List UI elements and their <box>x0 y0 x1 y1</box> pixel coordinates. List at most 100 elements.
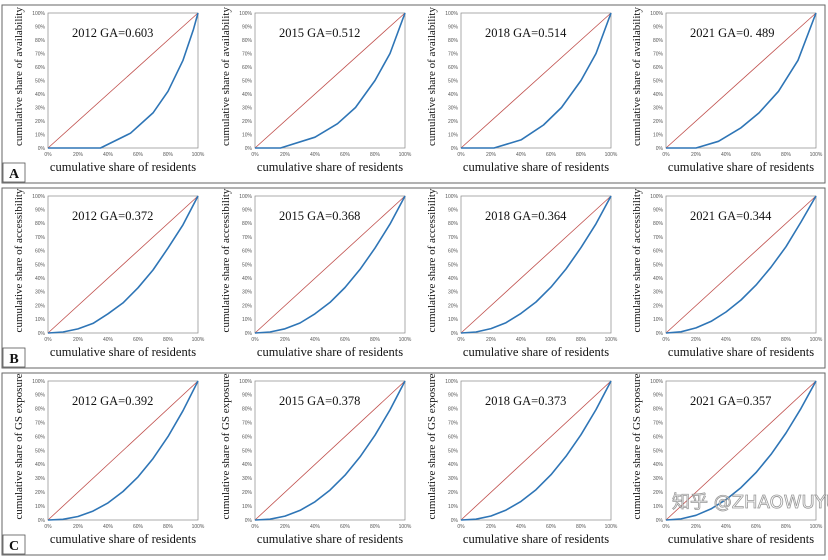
y-axis-label: cumulative share of accessibility <box>13 188 25 332</box>
panel-title: 2012 GA=0.372 <box>72 209 153 223</box>
y-tick-label: 40% <box>242 92 253 98</box>
y-tick-label: 100% <box>650 194 663 200</box>
x-tick-label: 40% <box>310 152 321 158</box>
panel-title: 2018 GA=0.364 <box>485 209 567 223</box>
x-tick-label: 0% <box>251 337 259 343</box>
x-tick-label: 20% <box>486 152 497 158</box>
x-tick-label: 80% <box>576 524 587 530</box>
y-tick-label: 60% <box>448 434 459 440</box>
x-tick-label: 80% <box>576 337 587 343</box>
y-tick-label: 40% <box>448 462 459 468</box>
y-tick-label: 40% <box>35 92 46 98</box>
x-tick-label: 80% <box>370 337 381 343</box>
y-tick-label: 30% <box>242 290 253 296</box>
x-tick-label: 60% <box>133 152 144 158</box>
y-tick-label: 90% <box>242 393 253 399</box>
x-tick-label: 60% <box>546 337 557 343</box>
y-tick-label: 10% <box>242 132 253 138</box>
x-tick-label: 60% <box>133 337 144 343</box>
panel-availability-2: 0% 10% 20% 30% 40% 50% 60% 70% 80% 90% 100% 0% 20% 40… <box>220 7 412 174</box>
y-tick-label: 10% <box>448 504 459 510</box>
x-tick-label: 40% <box>721 152 732 158</box>
y-tick-label: 100% <box>32 379 45 385</box>
x-tick-label: 40% <box>310 337 321 343</box>
y-tick-label: 0% <box>38 146 46 152</box>
x-axis-label: cumulative share of residents <box>668 160 814 174</box>
x-tick-label: 80% <box>576 152 587 158</box>
y-tick-label: 100% <box>32 11 45 17</box>
lorenz-curve-line <box>666 12 817 149</box>
y-tick-label: 30% <box>653 105 664 111</box>
x-tick-label: 100% <box>399 524 412 530</box>
y-tick-label: 40% <box>653 276 664 282</box>
x-tick-label: 20% <box>691 152 702 158</box>
panel-availability-1: 0% 10% 20% 30% 40% 50% 60% 70% 80% 90% 100% 0% 20% 40… <box>13 7 205 174</box>
y-tick-label: 70% <box>242 51 253 57</box>
equality-line <box>254 195 406 334</box>
lorenz-curve-line <box>254 380 406 521</box>
y-tick-label: 80% <box>242 221 253 227</box>
x-axis-label: cumulative share of residents <box>463 160 609 174</box>
lorenz-curve-line <box>460 380 612 521</box>
panel-accessibility-3: 0% 10% 20% 30% 40% 50% 60% 70% 80% 90% 100% 0% 20% 40… <box>426 188 618 359</box>
x-tick-label: 40% <box>721 337 732 343</box>
row-frame-c <box>1 372 826 556</box>
y-axis-label: cumulative share of GS exposure <box>426 373 438 519</box>
y-tick-label: 80% <box>448 407 459 413</box>
equality-line <box>460 195 612 334</box>
panel-accessibility-1: 0% 10% 20% 30% 40% 50% 60% 70% 80% 90% 100% 0% 20% 40… <box>13 188 205 359</box>
y-tick-label: 10% <box>242 504 253 510</box>
y-axis-label: cumulative share of availability <box>13 7 25 146</box>
y-tick-label: 60% <box>35 65 46 71</box>
equality-line <box>665 12 817 149</box>
equality-line <box>460 12 612 149</box>
equality-line <box>254 380 406 521</box>
panel-gs-exposure-2: 0% 10% 20% 30% 40% 50% 60% 70% 80% 90% 100% 0% 20% 40… <box>220 373 412 546</box>
y-tick-label: 10% <box>35 504 46 510</box>
x-tick-label: 20% <box>691 337 702 343</box>
y-tick-label: 30% <box>35 290 46 296</box>
y-tick-label: 60% <box>653 434 664 440</box>
y-tick-label: 100% <box>445 194 458 200</box>
y-tick-label: 90% <box>242 24 253 30</box>
y-tick-label: 60% <box>35 434 46 440</box>
y-tick-label: 20% <box>653 303 664 309</box>
y-tick-label: 90% <box>35 208 46 214</box>
x-tick-label: 40% <box>310 524 321 530</box>
x-tick-label: 20% <box>73 152 84 158</box>
x-axis-label: cumulative share of residents <box>257 532 403 546</box>
panel-availability-4: 0% 10% 20% 30% 40% 50% 60% 70% 80% 90% 100% 0% 20% 40… <box>631 7 823 174</box>
panel-title: 2012 GA=0.392 <box>72 394 153 408</box>
y-axis-label: cumulative share of accessibility <box>220 188 232 332</box>
x-tick-label: 100% <box>399 152 412 158</box>
x-tick-label: 0% <box>44 337 52 343</box>
y-tick-label: 20% <box>448 490 459 496</box>
y-tick-label: 50% <box>448 78 459 84</box>
equality-line <box>47 195 199 334</box>
y-tick-label: 80% <box>35 407 46 413</box>
x-tick-label: 80% <box>163 524 174 530</box>
x-tick-label: 60% <box>340 152 351 158</box>
y-tick-label: 70% <box>35 421 46 427</box>
y-axis-label: cumulative share of GS exposure <box>220 373 232 519</box>
y-tick-label: 80% <box>653 38 664 44</box>
y-tick-label: 50% <box>242 262 253 268</box>
panel-title: 2021 GA=0.344 <box>690 209 772 223</box>
y-tick-label: 70% <box>653 421 664 427</box>
x-tick-label: 80% <box>163 152 174 158</box>
y-tick-label: 100% <box>445 11 458 17</box>
y-tick-label: 20% <box>35 119 46 125</box>
panel-accessibility-4: 0% 10% 20% 30% 40% 50% 60% 70% 80% 90% 100% 0% 20% 40… <box>631 188 823 359</box>
y-axis-label: cumulative share of accessibility <box>426 188 438 332</box>
y-axis-label: cumulative share of availability <box>426 7 438 146</box>
row-label-box <box>2 534 26 555</box>
y-tick-label: 30% <box>242 105 253 111</box>
y-tick-label: 70% <box>653 235 664 241</box>
y-tick-label: 100% <box>239 11 252 17</box>
equality-line <box>254 12 406 149</box>
x-axis-label: cumulative share of residents <box>668 345 814 359</box>
y-tick-label: 40% <box>35 276 46 282</box>
y-tick-label: 50% <box>448 262 459 268</box>
panel-title: 2021 GA=0. 489 <box>690 26 774 40</box>
x-axis-label: cumulative share of residents <box>257 160 403 174</box>
